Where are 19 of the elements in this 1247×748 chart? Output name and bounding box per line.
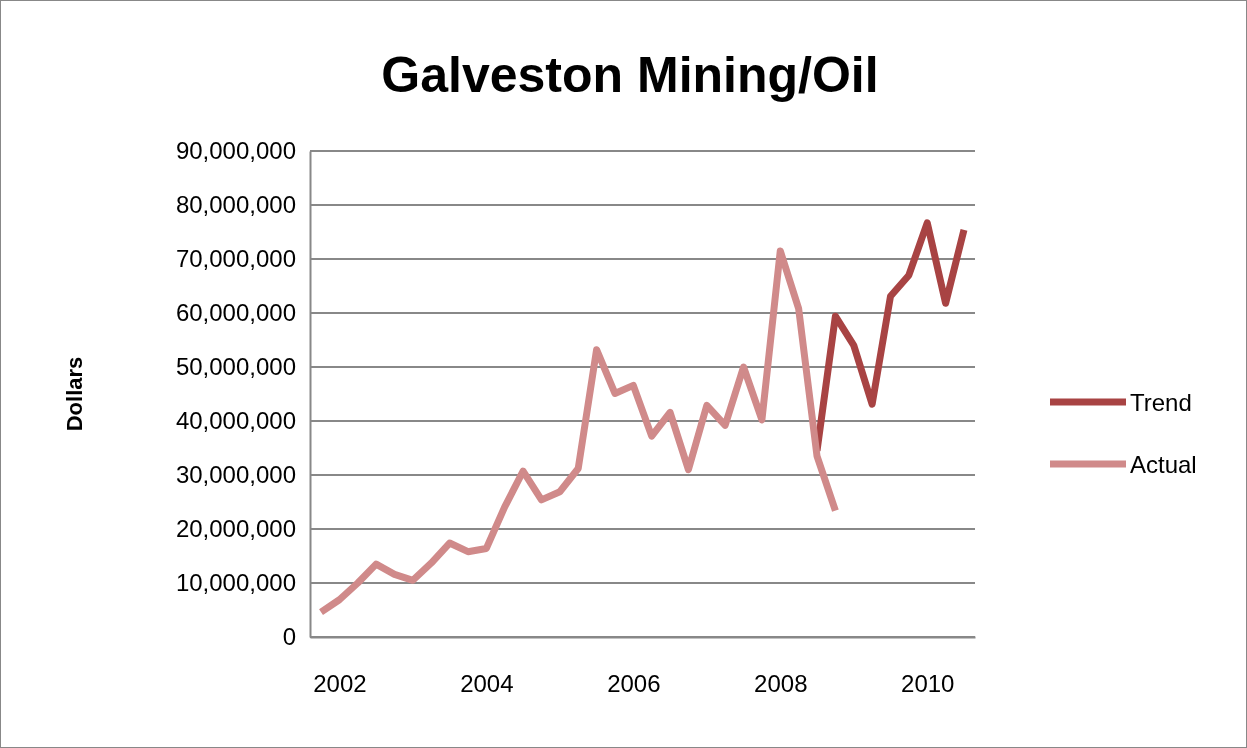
y-tick-label: 50,000,000 <box>175 353 296 381</box>
x-tick-label: 2008 <box>754 670 808 698</box>
legend-label: Actual <box>1130 451 1197 478</box>
x-tick-label: 2002 <box>313 670 367 698</box>
y-tick-label: 10,000,000 <box>175 569 296 597</box>
x-tick-label: 2006 <box>607 670 661 698</box>
y-tick-label: 30,000,000 <box>175 461 296 489</box>
y-tick-label: 60,000,000 <box>175 299 296 327</box>
y-tick-label: 70,000,000 <box>175 245 296 273</box>
y-tick-label: 20,000,000 <box>175 515 296 543</box>
x-tick-label: 2004 <box>460 670 514 698</box>
x-tick-label: 2010 <box>901 670 955 698</box>
legend-label: Trend <box>1130 389 1192 416</box>
chart-title: Galveston Mining/Oil <box>381 47 879 103</box>
y-tick-label: 0 <box>282 623 296 651</box>
y-axis-title: Dollars <box>62 356 87 432</box>
y-tick-label: 40,000,000 <box>175 407 296 435</box>
y-tick-label: 90,000,000 <box>175 137 296 165</box>
y-tick-label: 80,000,000 <box>175 191 296 219</box>
